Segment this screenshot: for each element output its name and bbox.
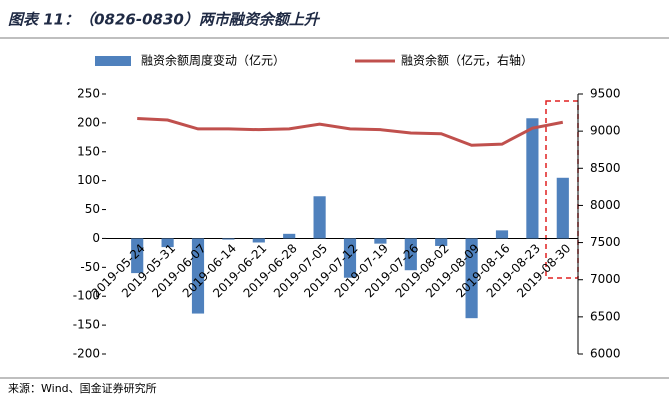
bar	[495, 230, 509, 239]
bar	[252, 238, 265, 243]
y2-tick-label: 6000	[590, 347, 621, 361]
bar	[161, 238, 174, 248]
bar	[435, 238, 448, 246]
line	[137, 117, 564, 147]
y-tick-label: -100	[73, 289, 100, 303]
y-tick-label: 100	[77, 173, 100, 187]
chart-title: 图表 11：（0826-0830）两市融资余额上升	[8, 11, 321, 29]
y-tick-label: 150	[77, 144, 100, 158]
y-tick-label: 50	[85, 202, 100, 216]
y2-tick-label: 9500	[590, 87, 621, 101]
bar	[191, 238, 205, 314]
y2-tick-label: 7000	[590, 272, 621, 286]
y2-tick-label: 9000	[590, 124, 621, 138]
y2-tick-label: 6500	[590, 309, 621, 323]
y-tick-label: 250	[77, 87, 100, 101]
y-tick-label: 0	[92, 231, 100, 245]
bar	[313, 196, 326, 239]
legend-label: 融资余额（亿元，右轴）	[401, 53, 533, 68]
y-tick-label: -150	[73, 318, 100, 332]
source-note: 来源：Wind、国金证券研究所	[8, 381, 157, 395]
y2-tick-label: 7500	[590, 235, 621, 249]
legend-label: 融资余额周度变动（亿元）	[141, 53, 285, 68]
bar	[404, 238, 417, 271]
bar	[131, 238, 144, 274]
bar	[465, 238, 478, 319]
y-tick-label: -200	[73, 347, 100, 361]
bar	[343, 238, 357, 278]
bar	[526, 118, 539, 239]
y2-tick-label: 8500	[590, 161, 621, 175]
y-tick-label: -50	[80, 260, 100, 274]
bar	[222, 238, 235, 240]
y-tick-label: 200	[77, 115, 100, 129]
bar	[374, 238, 387, 244]
y2-tick-label: 8000	[590, 198, 621, 212]
bar	[556, 177, 569, 239]
bar	[283, 233, 296, 239]
legend-swatch	[95, 56, 131, 66]
